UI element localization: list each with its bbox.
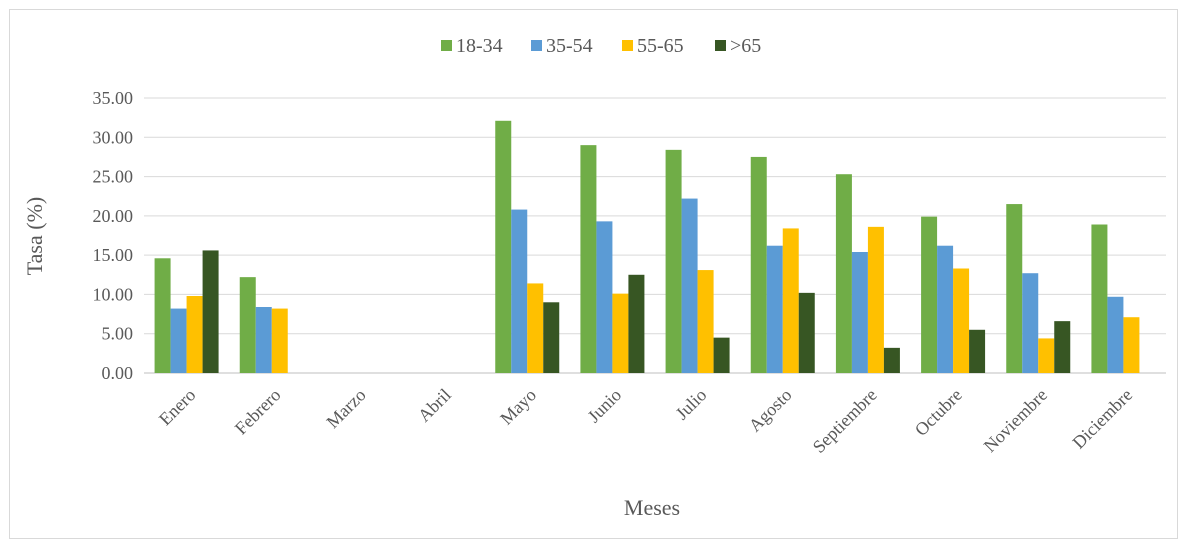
bar-5565-septiembre bbox=[867, 226, 884, 373]
y-tick-label: 15.00 bbox=[93, 245, 134, 265]
bar-3554-mayo bbox=[511, 209, 528, 373]
bar-5565-noviembre bbox=[1038, 338, 1055, 373]
bar-3554-agosto bbox=[766, 245, 783, 373]
bar-1834-noviembre bbox=[1006, 204, 1023, 373]
bar-1834-agosto bbox=[750, 156, 767, 373]
legend-swatch bbox=[531, 40, 542, 51]
bar-1834-septiembre bbox=[835, 174, 852, 373]
bar-65-mayo bbox=[543, 302, 560, 373]
bar-65-julio bbox=[713, 337, 730, 373]
bar-5565-mayo bbox=[527, 283, 544, 373]
bar-3554-enero bbox=[170, 308, 187, 373]
x-tick-labels: Enero Febrero Marzo Abril Mayo Junio Julio Agos… bbox=[155, 385, 1136, 457]
bar-1834-enero bbox=[154, 258, 171, 373]
legend-label: 18-34 bbox=[456, 35, 503, 57]
bar-5565-octubre bbox=[953, 268, 970, 373]
bar-5565-junio bbox=[612, 293, 629, 373]
x-tick-label: Agosto bbox=[745, 385, 796, 436]
bar-65-septiembre bbox=[883, 347, 900, 373]
x-tick-label: Diciembre bbox=[1068, 385, 1136, 453]
x-tick-label: Marzo bbox=[322, 385, 369, 432]
bar-1834-julio bbox=[665, 149, 682, 373]
legend-swatch bbox=[622, 40, 633, 51]
bar-65-noviembre bbox=[1054, 321, 1071, 373]
bar-5565-agosto bbox=[782, 228, 799, 373]
bar-65-octubre bbox=[969, 329, 986, 373]
x-tick-label: Noviembre bbox=[980, 385, 1051, 456]
y-tick-label: 25.00 bbox=[93, 167, 134, 187]
x-axis-title: Meses bbox=[624, 495, 680, 520]
y-tick-label: 0.00 bbox=[102, 363, 134, 383]
bar-3554-septiembre bbox=[851, 252, 868, 373]
legend-label: 55-65 bbox=[637, 35, 684, 57]
bar-5565-febrero bbox=[271, 308, 288, 373]
bar-3554-julio bbox=[681, 198, 698, 373]
y-axis-title: Tasa (%) bbox=[22, 197, 47, 275]
x-tick-label: Enero bbox=[155, 385, 200, 430]
x-tick-label: Septiembre bbox=[809, 385, 881, 457]
y-tick-label: 20.00 bbox=[93, 206, 134, 226]
y-tick-label: 10.00 bbox=[93, 284, 134, 304]
bar-3554-febrero bbox=[255, 307, 272, 373]
bar-1834-mayo bbox=[495, 120, 512, 374]
bar-5565-diciembre bbox=[1123, 317, 1140, 373]
bar-3554-noviembre bbox=[1022, 273, 1039, 373]
legend-swatch bbox=[715, 40, 726, 51]
x-tick-label: Julio bbox=[672, 385, 711, 424]
bar-3554-octubre bbox=[937, 245, 954, 373]
legend-swatch bbox=[441, 40, 452, 51]
x-tick-label: Febrero bbox=[231, 385, 285, 439]
gridlines bbox=[144, 97, 1166, 374]
bar-5565-enero bbox=[186, 296, 203, 373]
y-tick-label: 5.00 bbox=[102, 324, 134, 344]
x-tick-label: Abril bbox=[414, 385, 455, 426]
legend-label: >65 bbox=[730, 35, 761, 57]
x-tick-label: Octubre bbox=[911, 385, 966, 440]
bar-1834-febrero bbox=[239, 277, 256, 373]
bar-65-junio bbox=[628, 274, 645, 373]
legend-label: 35-54 bbox=[546, 35, 593, 57]
bar-3554-diciembre bbox=[1107, 296, 1124, 373]
y-tick-labels: 0.00 5.00 10.00 15.00 20.00 25.00 30.00 35.00 bbox=[93, 88, 134, 383]
bar-5565-julio bbox=[697, 270, 714, 373]
bar-65-enero bbox=[202, 250, 219, 373]
x-tick-label: Mayo bbox=[496, 385, 540, 429]
y-tick-label: 35.00 bbox=[93, 88, 134, 108]
bar-3554-junio bbox=[596, 221, 613, 373]
bar-1834-octubre bbox=[921, 216, 938, 373]
bar-1834-diciembre bbox=[1091, 224, 1108, 373]
bar-1834-junio bbox=[580, 145, 597, 373]
x-tick-label: Junio bbox=[584, 385, 626, 427]
bar-65-agosto bbox=[798, 292, 815, 373]
y-tick-label: 30.00 bbox=[93, 127, 134, 147]
legend: 18-34 35-54 55-65 >65 bbox=[441, 35, 761, 57]
bars bbox=[154, 120, 1140, 374]
